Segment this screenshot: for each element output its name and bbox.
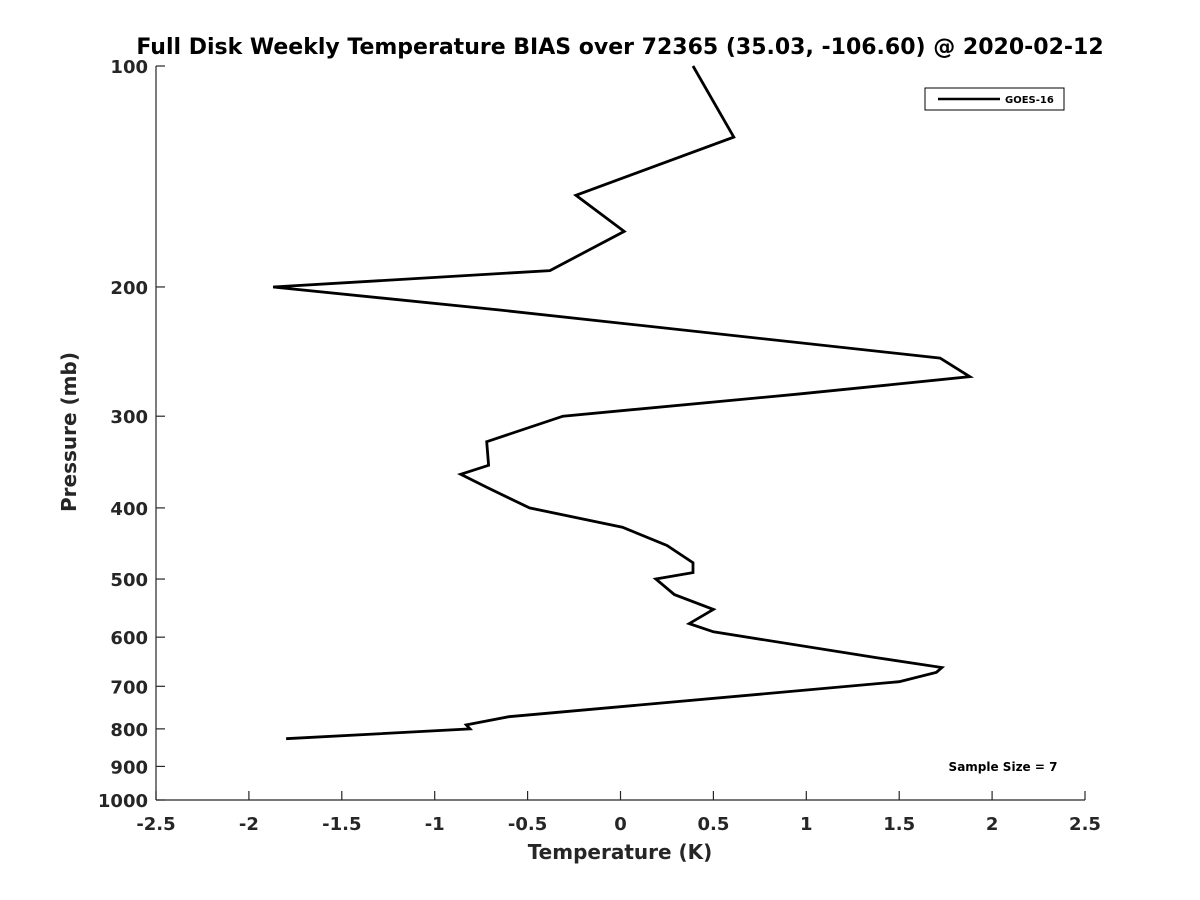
y-tick-label: 1000 [98,791,148,812]
x-tick-label: -2.5 [136,814,175,835]
y-tick-label: 800 [110,720,148,741]
x-tick-label: 0.5 [697,814,729,835]
x-axis-label: Temperature (K) [528,840,713,864]
legend-label-goes-16: GOES-16 [1005,95,1054,106]
y-tick-label: 700 [110,677,148,698]
x-axis-ticks: -2.5 -2 -1.5 -1 -0.5 0 0.5 1 1.5 2 2.5 [136,791,1101,835]
x-tick-label: 2 [986,814,999,835]
x-tick-label: -1.5 [322,814,361,835]
chart-title: Full Disk Weekly Temperature BIAS over 7… [136,35,1103,60]
y-tick-label: 500 [110,570,148,591]
y-axis-ticks: 100 200 300 400 500 600 700 800 900 1000 [98,57,165,812]
series-layer [272,65,975,741]
x-tick-label: 1.5 [883,814,915,835]
x-tick-label: 1 [800,814,813,835]
sample-size-annotation: Sample Size = 7 [949,760,1058,774]
y-tick-label: 300 [110,407,148,428]
y-tick-label: 600 [110,628,148,649]
x-tick-label: 2.5 [1069,814,1101,835]
legend: GOES-16 [924,87,1065,111]
y-axis-label: Pressure (mb) [57,352,81,512]
x-tick-label: -0.5 [508,814,547,835]
axes [155,66,1085,801]
y-tick-label: 200 [110,278,148,299]
x-tick-label: -1 [425,814,445,835]
y-tick-label: 900 [110,757,148,778]
x-tick-label: 0 [614,814,627,835]
x-tick-label: -2 [239,814,259,835]
series-line-goes-16 [272,65,975,741]
y-tick-label: 400 [110,499,148,520]
y-tick-label: 100 [110,57,148,78]
